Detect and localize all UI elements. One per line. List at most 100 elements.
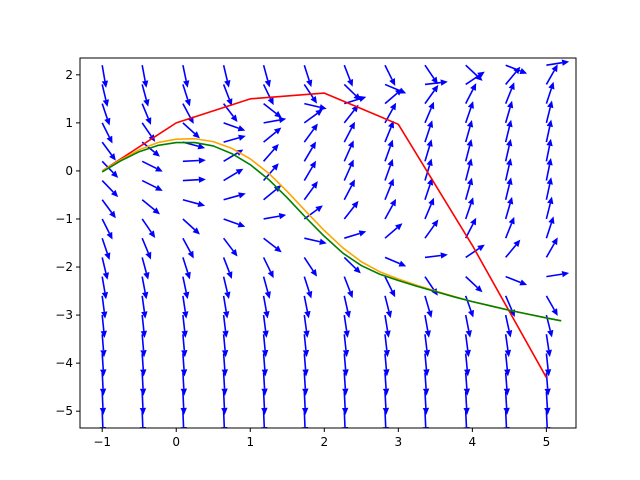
vector-arrow [262, 276, 271, 299]
vector-arrow [384, 276, 396, 298]
vector-arrow [422, 391, 430, 415]
vector-arrow [343, 64, 354, 87]
vector-arrow [101, 179, 119, 198]
y-tick-label: −3 [55, 308, 73, 322]
vector-arrow [464, 158, 473, 181]
vector-arrow [139, 391, 147, 415]
vector-arrow [101, 199, 116, 219]
vector-arrow [261, 334, 269, 358]
vector-arrow [465, 64, 483, 81]
vector-arrow [262, 295, 270, 319]
vector-arrow [343, 179, 355, 201]
vector-arrow [140, 353, 147, 377]
vector-arrow [141, 160, 163, 172]
vector-arrow [101, 218, 113, 240]
vector-arrow [384, 64, 396, 86]
vector-arrow [464, 139, 473, 162]
vector-arrow [545, 64, 558, 85]
y-tick-label: −1 [55, 212, 73, 226]
vector-arrow [464, 101, 474, 124]
vector-field [99, 59, 570, 428]
vector-arrow [222, 295, 230, 319]
vector-arrow [182, 84, 191, 107]
vector-arrow [304, 237, 327, 245]
vector-arrow [424, 252, 448, 259]
vector-arrow [100, 334, 107, 358]
vector-arrow [261, 372, 268, 396]
vector-arrow [263, 212, 287, 220]
vector-arrow [341, 391, 349, 415]
vector-arrow [262, 314, 269, 338]
vector-arrow [141, 218, 156, 238]
vector-arrow [384, 158, 394, 181]
vector-arrow [544, 372, 551, 396]
vector-arrow [545, 177, 553, 200]
x-tick-label: 1 [246, 435, 254, 449]
x-axis-ticks: −1 0 1 2 3 4 5 [93, 428, 550, 449]
vector-arrow [222, 84, 233, 106]
vector-arrow [505, 64, 528, 75]
vector-arrow [504, 100, 514, 124]
series-line-1 [101, 92, 548, 378]
vector-arrow [344, 230, 367, 239]
vector-arrow [182, 65, 190, 88]
vector-arrow [422, 372, 430, 396]
vector-arrow [504, 353, 511, 377]
vector-arrow [504, 82, 515, 104]
vector-arrow [424, 197, 435, 220]
vector-arrow [223, 134, 246, 143]
vector-arrow [383, 353, 390, 377]
y-axis-ticks: −5 −4 −3 −2 −1 0 1 2 [55, 68, 80, 418]
vector-arrow [180, 391, 187, 415]
vector-arrow [545, 119, 553, 143]
vector-arrow [464, 83, 477, 105]
vector-arrow [223, 192, 246, 201]
vector-arrow [221, 353, 228, 377]
vector-arrow [342, 334, 350, 358]
vector-arrow [303, 160, 317, 181]
vector-arrow [262, 84, 274, 106]
y-tick-label: −5 [55, 404, 73, 418]
vector-arrow [303, 83, 318, 104]
vector-arrow [101, 65, 109, 88]
vector-arrow [141, 84, 150, 107]
vector-arrow [424, 120, 434, 143]
vector-arrow [464, 334, 471, 358]
vector-arrow [182, 276, 190, 300]
vector-arrow [141, 257, 150, 280]
vector-arrow [182, 157, 206, 164]
vector-arrow [101, 103, 111, 126]
vector-arrow [180, 372, 188, 396]
vector-arrow [464, 353, 471, 377]
vector-arrow [222, 103, 238, 122]
vector-arrow [503, 391, 510, 415]
vector-arrow [545, 295, 558, 316]
vector-arrow [545, 138, 553, 162]
vector-arrow [384, 198, 397, 220]
vector-arrow [384, 83, 407, 94]
vector-arrow [182, 122, 200, 139]
vector-arrow [99, 391, 107, 415]
vector-arrow [343, 276, 354, 299]
vector-arrow [302, 372, 309, 396]
vector-arrow [424, 219, 439, 239]
vector-arrow [101, 295, 108, 319]
vector-arrow [301, 391, 309, 415]
vector-arrow [343, 159, 354, 181]
vector-arrow [382, 391, 390, 415]
vector-arrow [505, 275, 528, 286]
vector-arrow [343, 83, 361, 101]
vector-arrow [303, 141, 317, 162]
vector-arrow [504, 314, 513, 338]
vector-arrow [545, 81, 555, 104]
vector-arrow [424, 84, 439, 105]
vector-arrow [465, 244, 485, 259]
vector-arrow [222, 314, 229, 338]
vector-arrow [221, 372, 228, 396]
vector-arrow [263, 237, 282, 253]
series-lines [101, 92, 562, 378]
y-tick-label: −4 [55, 356, 73, 370]
vector-arrow [463, 391, 470, 415]
vector-arrow [303, 314, 310, 338]
vector-arrow [343, 314, 350, 338]
